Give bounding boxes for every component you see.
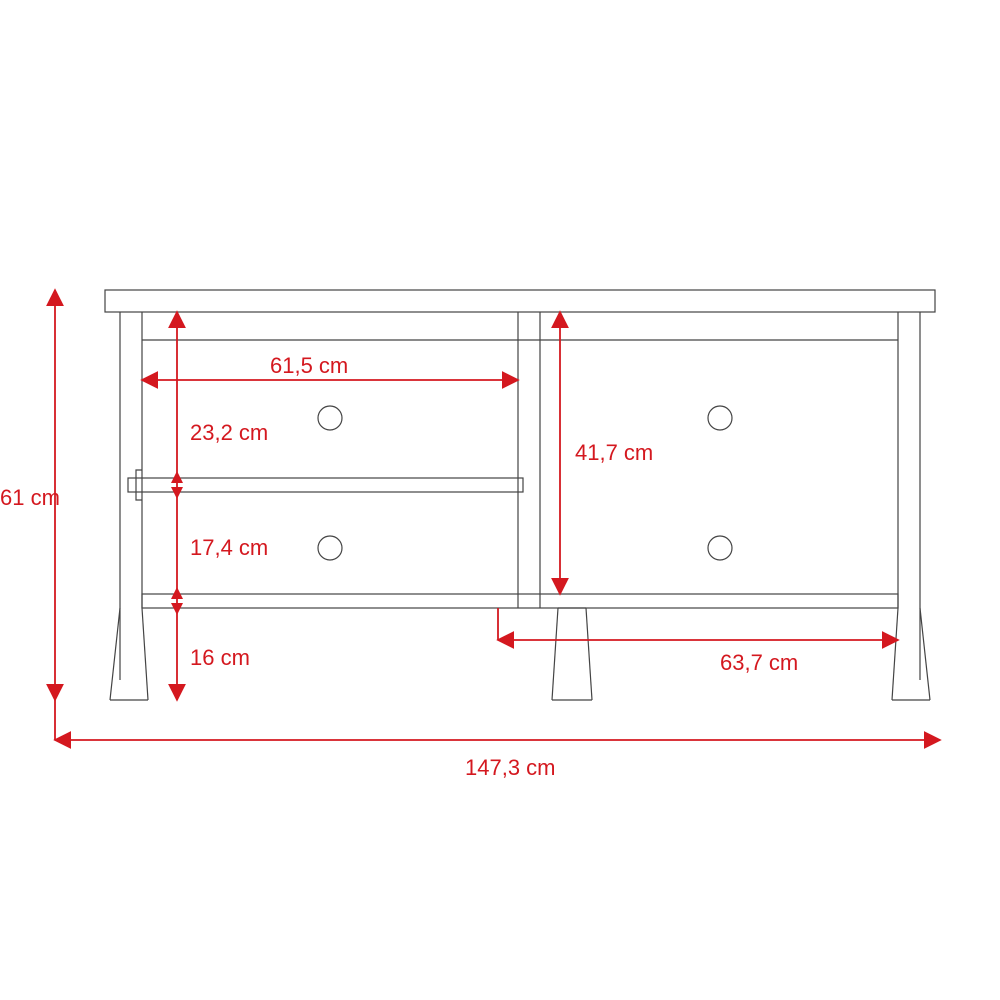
dim-shelf-width: 61,5 cm: [270, 353, 348, 378]
dim-right-section-width: 63,7 cm: [720, 650, 798, 675]
furniture-outline: [105, 290, 935, 700]
dim-upper-shelf-height: 23,2 cm: [190, 420, 268, 445]
knob-icon: [318, 536, 342, 560]
furniture-dimension-diagram: 61 cm 147,3 cm 61,5 cm 23,2 cm 17,4 cm 1…: [0, 0, 1000, 1000]
dim-leg-clearance: 16 cm: [190, 645, 250, 670]
knob-icon: [318, 406, 342, 430]
dim-right-panel-height: 41,7 cm: [575, 440, 653, 465]
dim-total-width: 147,3 cm: [465, 755, 556, 780]
dimension-annotations: 61 cm 147,3 cm 61,5 cm 23,2 cm 17,4 cm 1…: [0, 290, 940, 780]
knob-icon: [708, 406, 732, 430]
dim-lower-shelf-height: 17,4 cm: [190, 535, 268, 560]
dim-total-height: 61 cm: [0, 485, 60, 510]
knob-icon: [708, 536, 732, 560]
